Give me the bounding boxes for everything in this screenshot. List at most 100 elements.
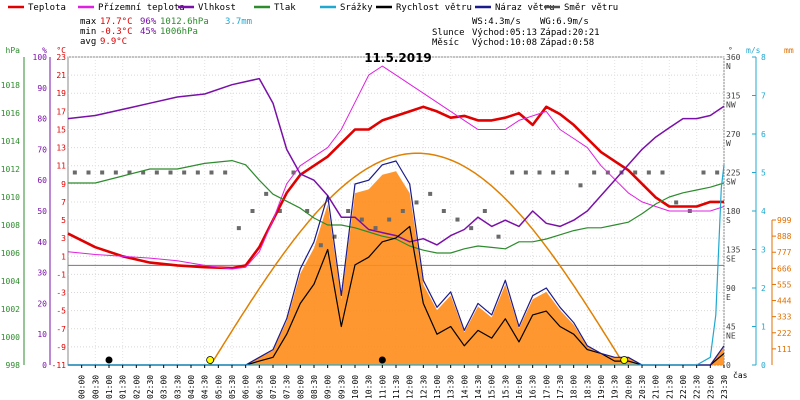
axis-tick-pct: 70: [37, 145, 47, 154]
axis-tick-hpa: 1000: [1, 333, 20, 342]
wind-direction-point: [551, 170, 556, 175]
axis-tick-hpa: 1014: [1, 137, 20, 146]
time-tick-label: 03:00: [160, 375, 169, 399]
axis-tick-mm: 111: [777, 345, 792, 354]
wind-direction-point: [455, 217, 460, 222]
time-tick-label: 06:30: [255, 375, 264, 399]
legend-label: Tlak: [274, 3, 296, 13]
stat-moonset: Západ:0:58: [540, 38, 594, 48]
axis-tick-hpa: 1012: [1, 165, 20, 174]
legend-label: Náraz větru: [495, 3, 555, 13]
stat-avg-label: avg: [80, 37, 96, 47]
left-axes: hPa9981000100210041006100810101012101410…: [1, 46, 66, 370]
time-tick-label: 08:00: [296, 375, 305, 399]
time-tick-label: 10:30: [365, 375, 374, 399]
axis-tick-dir: 270: [726, 130, 741, 139]
axis-tick-dir-name: SW: [726, 178, 736, 187]
legend-label: Srážky: [340, 3, 373, 13]
wind-direction-point: [209, 170, 214, 175]
series-vlhkost: [67, 77, 725, 246]
time-tick-label: 13:30: [447, 375, 456, 399]
time-tick-label: 05:00: [214, 375, 223, 399]
axis-tick-hpa: 1004: [1, 277, 20, 286]
wind-direction-point: [141, 170, 146, 175]
series-teplota: [67, 105, 724, 270]
wind-direction-point: [182, 170, 187, 175]
axis-unit-hpa: hPa: [6, 46, 21, 55]
wind-direction-point: [482, 209, 487, 213]
axis-tick-mm: 666: [777, 264, 792, 273]
wind-direction-point: [592, 170, 597, 175]
wind-direction-point: [373, 226, 378, 231]
time-tick-label: 20:30: [638, 375, 647, 399]
time-tick-label: 06:00: [242, 375, 251, 399]
time-tick-label: 10:00: [351, 375, 360, 399]
axis-tick-dir: 135: [726, 246, 741, 255]
axis-tick-temp: -1: [56, 270, 66, 279]
wind-direction-point: [264, 191, 269, 196]
time-tick-label: 17:30: [556, 375, 565, 399]
time-tick-label: 20:00: [624, 375, 633, 399]
axis-tick-ms: 1: [761, 323, 766, 332]
wind-direction-point: [400, 209, 405, 213]
wind-direction-point: [428, 191, 433, 196]
wind-direction-point: [469, 226, 474, 231]
time-tick-label: 01:00: [105, 375, 114, 399]
right-axes: °045NE90E135SE180S225SW270W315NW360Nm/s0…: [726, 46, 794, 370]
wind-direction-point: [236, 226, 241, 231]
time-tick-label: 07:30: [283, 375, 292, 399]
legend-label: Vlhkost: [198, 3, 236, 13]
sun-moon-markers: [105, 356, 629, 364]
axis-tick-temp: 21: [56, 71, 66, 80]
time-tick-label: 13:00: [433, 375, 442, 399]
time-tick-label: 21:30: [665, 375, 674, 399]
axis-unit-pct: %: [42, 46, 47, 55]
stat-min-press: 1006hPa: [160, 27, 198, 37]
axis-unit-dir: °: [728, 46, 733, 55]
axis-tick-dir-name: E: [726, 293, 731, 302]
wind-direction-point: [291, 170, 296, 175]
wind-direction-point: [414, 200, 419, 205]
axis-tick-temp: -3: [56, 289, 66, 298]
wind-direction-point: [674, 200, 679, 205]
stat-ws: WS:4.3m/s: [472, 17, 521, 27]
moon-marker: [378, 356, 386, 364]
stat-moon-label: Měsíc: [432, 38, 459, 48]
stat-max-hum: 96%: [140, 17, 157, 27]
stat-min-label: min: [80, 27, 96, 37]
stat-avg-temp: 9.9°C: [100, 37, 127, 47]
time-tick-label: 11:00: [378, 375, 387, 399]
wind-direction-point: [701, 170, 706, 175]
axis-tick-temp: 1: [61, 252, 66, 261]
axis-tick-hpa: 1002: [1, 305, 20, 314]
time-tick-label: 19:00: [597, 375, 606, 399]
axis-unit-temp: °C: [56, 46, 66, 55]
time-tick-label: 18:00: [570, 375, 579, 399]
time-tick-label: 16:30: [529, 375, 538, 399]
stat-sunset: Západ:20:21: [540, 28, 600, 38]
wind-direction-point: [564, 170, 569, 175]
axis-tick-pct: 10: [37, 330, 47, 339]
axis-tick-temp: -7: [56, 325, 66, 334]
wind-direction-point: [72, 170, 77, 175]
time-tick-label: 19:30: [611, 375, 620, 399]
time-tick-label: 21:00: [652, 375, 661, 399]
time-tick-label: 15:30: [501, 375, 510, 399]
time-tick-label: 14:30: [474, 375, 483, 399]
axis-tick-temp: 3: [61, 234, 66, 243]
stat-max-press: 1012.6hPa: [160, 17, 209, 27]
axis-tick-dir: 0: [726, 361, 731, 370]
axis-unit-mm: mm: [784, 46, 794, 55]
wind-direction-point: [168, 170, 173, 175]
axis-tick-temp: 13: [56, 144, 66, 153]
wind-direction-point: [154, 170, 159, 175]
axis-tick-pct: 30: [37, 269, 47, 278]
axis-tick-dir-name: N: [726, 62, 731, 71]
axis-tick-temp: 9: [61, 180, 66, 189]
axis-tick-hpa: 1016: [1, 109, 20, 118]
axis-tick-temp: 15: [56, 125, 66, 134]
wind-direction-point: [332, 234, 337, 239]
axis-tick-pct: 90: [37, 84, 47, 93]
sun-curve-layer: [209, 152, 624, 366]
